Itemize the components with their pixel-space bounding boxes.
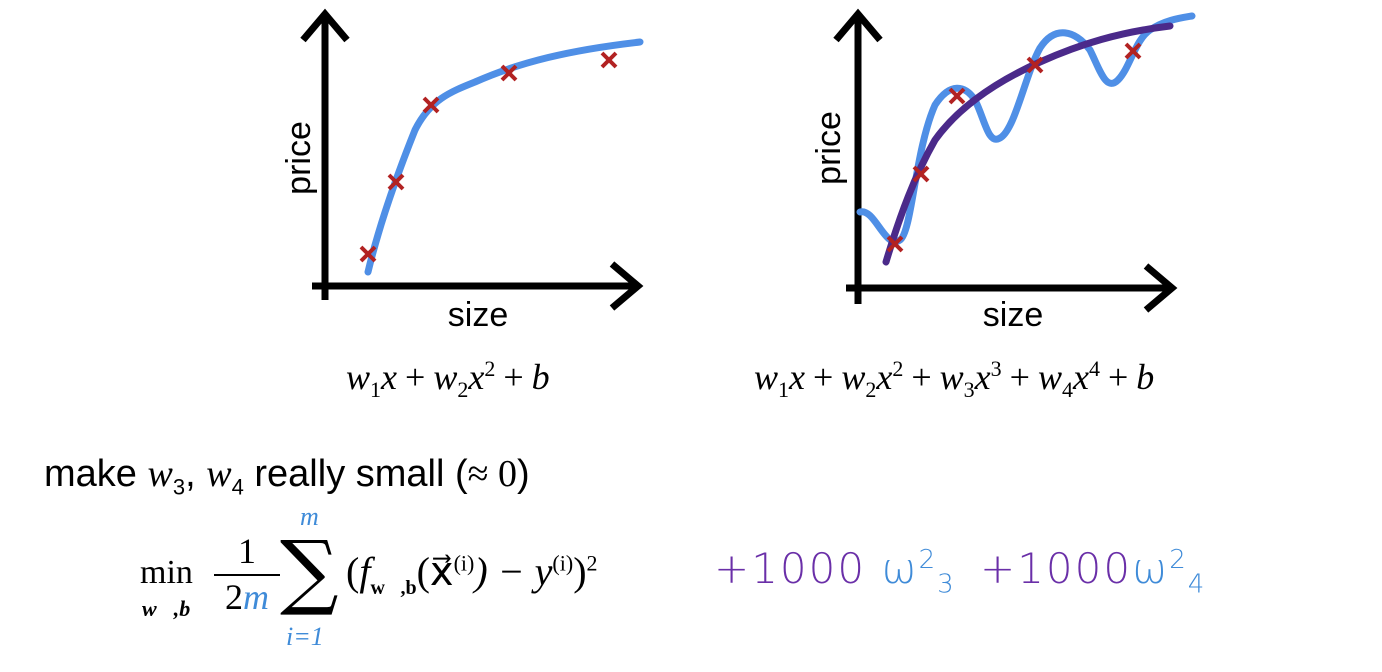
right-plot: price size xyxy=(810,8,1196,334)
summation-symbol: ∑ xyxy=(280,524,339,619)
data-point-marker xyxy=(387,173,405,191)
left-equation: w1x + w2x2 + b xyxy=(346,356,550,403)
left-y-arrowhead xyxy=(300,8,350,43)
right-smooth-curve xyxy=(882,22,1174,266)
left-x-label: size xyxy=(448,296,508,334)
squared-error-term: (fw⃗,b(x⃗(i)) − y(i))2 xyxy=(346,549,598,599)
sum-lower-limit: i=1 xyxy=(286,622,324,651)
penalty-term-w4: +1000ω24 xyxy=(980,544,1207,600)
left-plot: price size xyxy=(280,8,644,334)
data-point-marker xyxy=(500,64,518,82)
right-data-points xyxy=(886,42,1142,253)
penalty-term-w3: +1000 ω23 xyxy=(714,544,956,600)
min-subscript: w⃗,b xyxy=(142,596,191,621)
min-operator: min xyxy=(140,554,193,591)
right-overfit-curve xyxy=(856,12,1196,245)
data-point-marker xyxy=(600,51,618,69)
left-y-label: price xyxy=(280,121,318,195)
sum-upper-limit: m xyxy=(300,502,319,531)
data-point-marker xyxy=(422,96,440,114)
data-point-marker xyxy=(359,245,377,263)
data-point-marker xyxy=(886,235,904,253)
right-y-arrowhead xyxy=(833,8,883,43)
right-equation: w1x + w2x2 + w3x3 + w4x4 + b xyxy=(754,356,1155,403)
data-point-marker xyxy=(912,165,930,183)
data-point-marker xyxy=(948,87,966,105)
left-x-arrowhead xyxy=(609,261,644,311)
right-x-arrowhead xyxy=(1143,263,1178,313)
right-y-label: price xyxy=(810,111,848,185)
left-data-points xyxy=(359,51,618,263)
data-point-marker xyxy=(1026,56,1044,74)
left-fit-curve xyxy=(364,38,644,276)
instruction-text: make w3, w4 really small (≈ 0) xyxy=(44,453,530,500)
right-x-label: size xyxy=(983,296,1043,334)
regularized-cost-function: min w⃗,b 1 2m m ∑ i=1 (fw⃗,b(x⃗(i)) − y(… xyxy=(140,502,1240,660)
data-point-marker xyxy=(1124,42,1142,60)
fraction: 1 2m xyxy=(214,530,280,618)
